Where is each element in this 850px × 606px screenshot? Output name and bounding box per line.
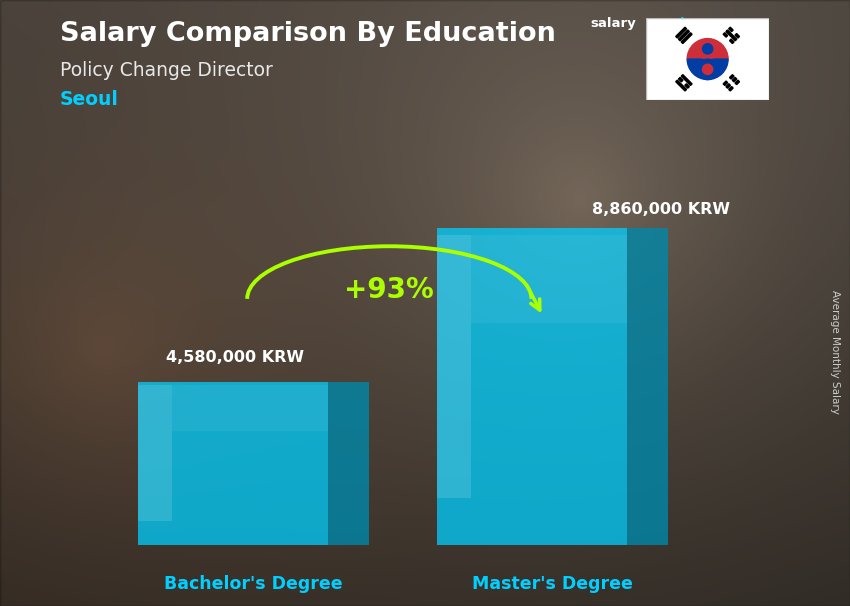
Circle shape [702,44,713,54]
Polygon shape [735,33,740,38]
Text: Master's Degree: Master's Degree [472,576,633,593]
Polygon shape [729,75,734,79]
Polygon shape [678,78,683,82]
Polygon shape [729,39,734,44]
Text: explorer.com: explorer.com [654,17,751,30]
Polygon shape [437,228,627,545]
Polygon shape [735,80,740,85]
Polygon shape [681,33,692,44]
Polygon shape [328,382,369,545]
Text: +93%: +93% [344,276,434,304]
Circle shape [697,39,718,59]
Polygon shape [685,84,689,88]
Polygon shape [471,235,627,324]
Wedge shape [687,39,728,59]
Text: Seoul: Seoul [60,90,118,108]
Text: 8,860,000 KRW: 8,860,000 KRW [592,202,730,217]
Polygon shape [627,228,668,545]
Polygon shape [728,87,734,91]
Text: Salary Comparison By Education: Salary Comparison By Education [60,21,555,47]
Polygon shape [726,30,737,41]
Text: Policy Change Director: Policy Change Director [60,61,272,79]
Text: 4,580,000 KRW: 4,580,000 KRW [167,350,304,365]
Polygon shape [676,27,687,38]
Polygon shape [437,235,471,498]
Polygon shape [723,33,728,37]
Polygon shape [733,78,737,82]
Text: salary: salary [591,17,637,30]
Polygon shape [726,84,730,88]
Polygon shape [138,385,172,521]
Polygon shape [723,81,728,85]
Circle shape [697,59,718,79]
Polygon shape [678,30,689,41]
Polygon shape [681,75,692,85]
Polygon shape [676,80,687,91]
Polygon shape [172,385,328,431]
Wedge shape [687,59,728,79]
Text: Bachelor's Degree: Bachelor's Degree [164,576,343,593]
Polygon shape [728,27,734,32]
Text: Average Monthly Salary: Average Monthly Salary [830,290,840,413]
Polygon shape [138,382,328,545]
Circle shape [702,64,713,75]
